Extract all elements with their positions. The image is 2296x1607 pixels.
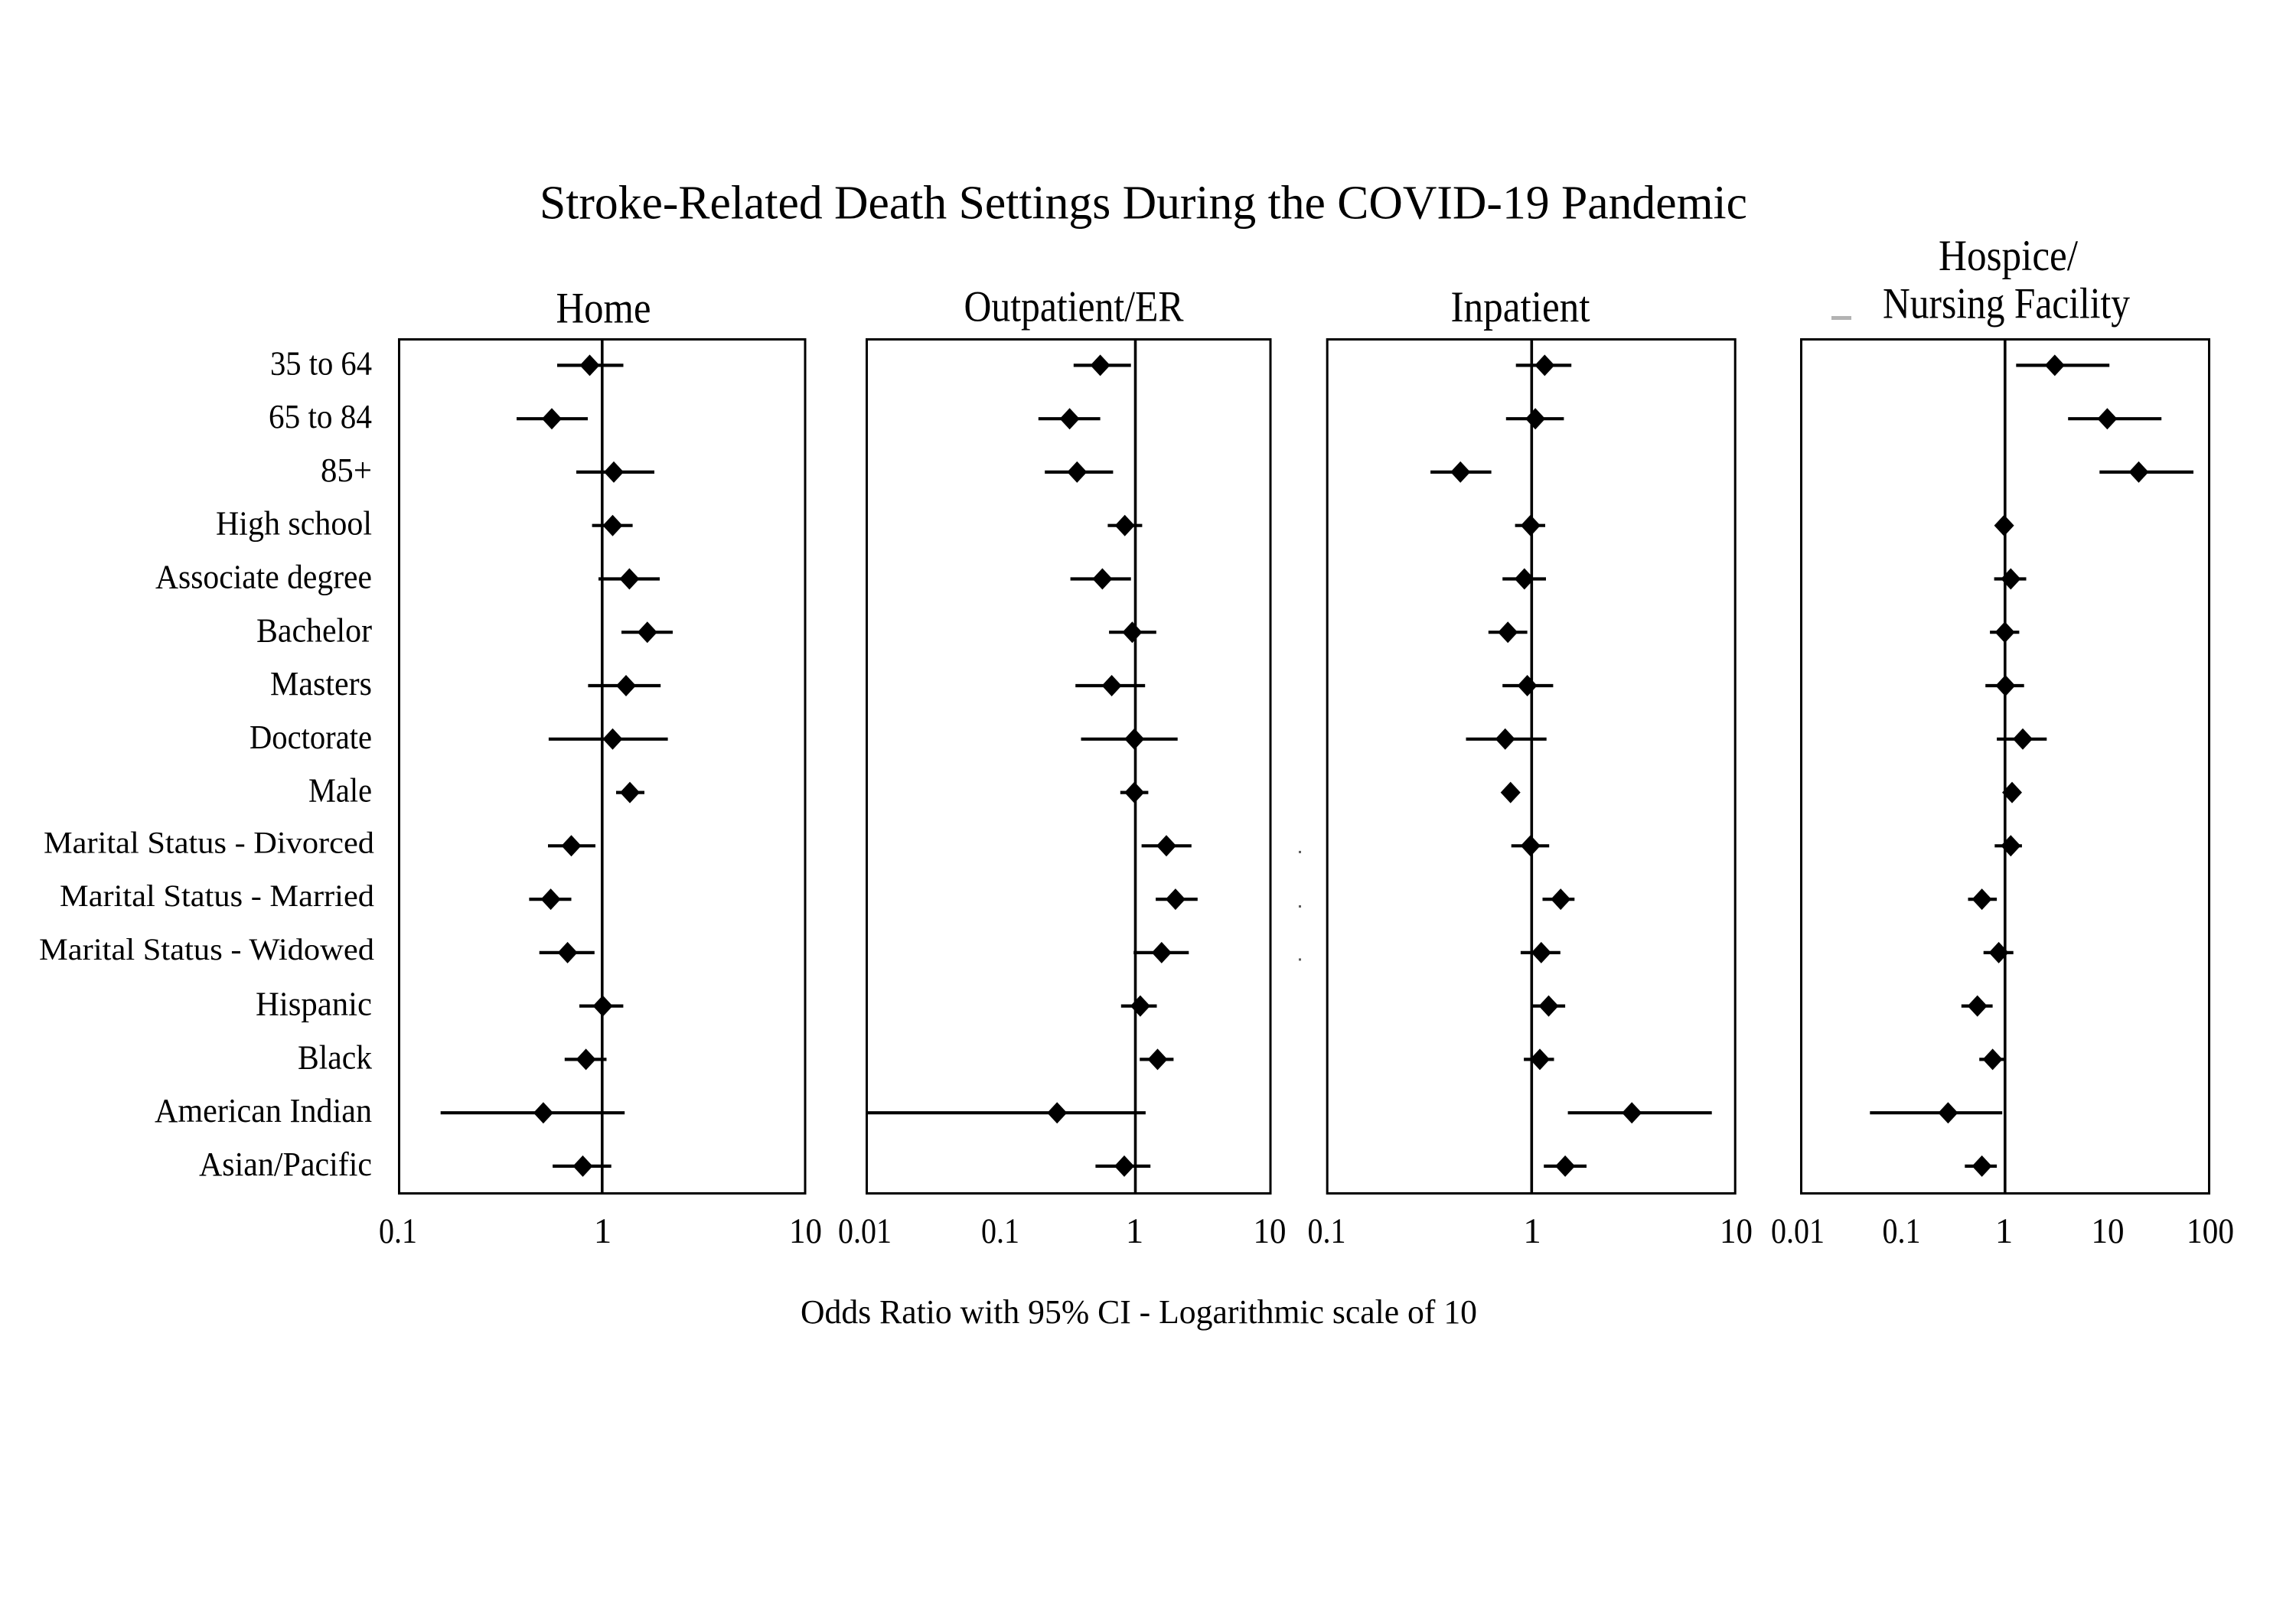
svg-text:Asian/Pacific: Asian/Pacific xyxy=(199,1146,372,1183)
svg-text:Stroke-Related Death Settings: Stroke-Related Death Settings During the… xyxy=(540,178,1747,230)
svg-text:0.1: 0.1 xyxy=(379,1211,417,1251)
svg-text:Associate degree: Associate degree xyxy=(155,558,372,595)
svg-text:0.1: 0.1 xyxy=(1308,1211,1346,1251)
svg-text:10: 10 xyxy=(789,1211,822,1251)
svg-text:0.01: 0.01 xyxy=(1771,1211,1825,1251)
svg-text:Outpatient/ER: Outpatient/ER xyxy=(964,283,1184,331)
svg-text:Male: Male xyxy=(308,772,372,810)
svg-text:Home: Home xyxy=(556,285,651,333)
svg-text:10: 10 xyxy=(1720,1211,1753,1251)
svg-text:0.01: 0.01 xyxy=(838,1211,892,1251)
svg-text:Black: Black xyxy=(298,1038,372,1076)
svg-text:Masters: Masters xyxy=(270,665,372,702)
svg-text:1: 1 xyxy=(1995,1211,2014,1251)
svg-text:Nursing Facility: Nursing Facility xyxy=(1883,280,2130,328)
svg-text:American Indian: American Indian xyxy=(155,1092,372,1129)
svg-text:Doctorate: Doctorate xyxy=(249,719,372,756)
svg-text:85+: 85+ xyxy=(321,451,372,489)
svg-text:1: 1 xyxy=(1126,1211,1144,1251)
svg-text:10: 10 xyxy=(1254,1211,1287,1251)
svg-text:Inpatient: Inpatient xyxy=(1451,283,1590,331)
svg-text:1: 1 xyxy=(1523,1211,1541,1251)
svg-text:Marital Status - Widowed: Marital Status - Widowed xyxy=(39,932,374,966)
svg-text:0.1: 0.1 xyxy=(981,1211,1019,1251)
svg-text:100: 100 xyxy=(2187,1211,2234,1251)
svg-text:0.1: 0.1 xyxy=(1883,1211,1921,1251)
svg-text:1: 1 xyxy=(594,1211,612,1251)
svg-text:Bachelor: Bachelor xyxy=(256,611,372,649)
svg-text:65 to 84: 65 to 84 xyxy=(269,398,372,435)
svg-text:35 to 64: 35 to 64 xyxy=(270,344,372,382)
svg-text:Odds Ratio with 95% CI - Logar: Odds Ratio with 95% CI - Logarithmic sca… xyxy=(801,1293,1477,1331)
svg-text:Marital Status - Divorced: Marital Status - Divorced xyxy=(44,825,374,859)
svg-text:Hospice/: Hospice/ xyxy=(1939,232,2078,280)
svg-text:Hispanic: Hispanic xyxy=(256,986,372,1023)
svg-text:10: 10 xyxy=(2092,1211,2125,1251)
svg-text:Marital Status - Married: Marital Status - Married xyxy=(60,878,374,913)
svg-text:High school: High school xyxy=(216,505,372,543)
